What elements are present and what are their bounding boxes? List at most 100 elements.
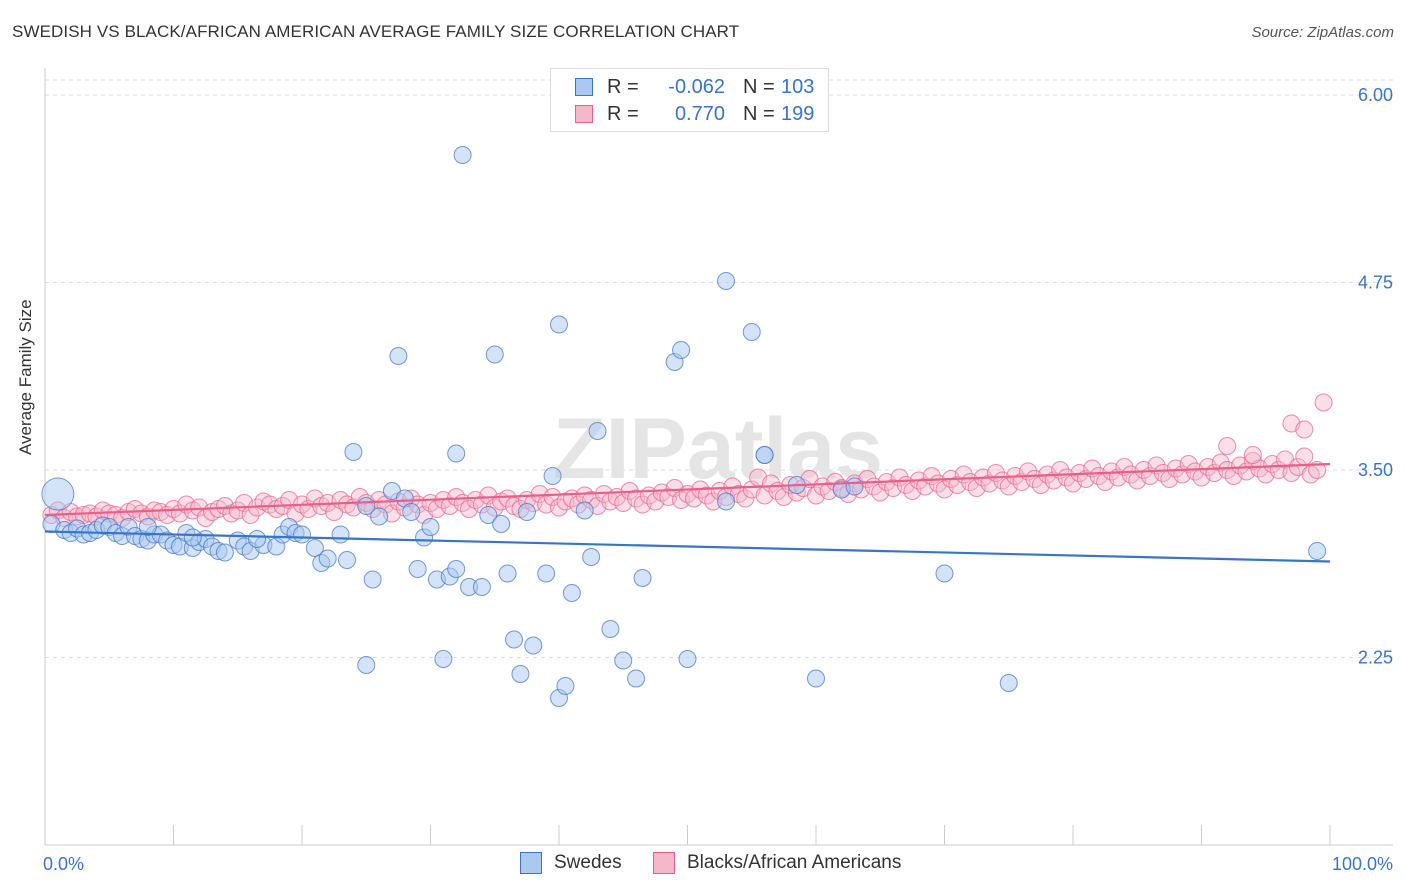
r-value: -0.062 (668, 75, 725, 98)
swedes-point (614, 651, 633, 670)
swedes-point (363, 570, 382, 589)
swedes-legend-swatch (520, 852, 542, 874)
black-point (1218, 437, 1237, 455)
swedes-trend-line (44, 530, 1331, 563)
swedes-point (511, 665, 530, 683)
swedes-point (1308, 542, 1327, 560)
black-point (1243, 446, 1262, 464)
swedes-legend-label: Swedes (554, 852, 622, 873)
series-swedes-points (41, 146, 1327, 707)
swedes-point (517, 503, 536, 521)
swedes-point (755, 446, 774, 464)
swedes-point (389, 347, 408, 365)
swedes-point (293, 525, 311, 544)
black-point (736, 489, 755, 508)
r-value: 0.770 (674, 102, 725, 125)
black-point (1211, 453, 1230, 472)
axes (44, 68, 1393, 846)
trend-lines (44, 462, 1331, 563)
swedes-point (601, 620, 620, 638)
swedes-point (485, 345, 504, 364)
source-label: Source: ZipAtlas.com (1251, 24, 1394, 41)
y-tick-label: 6.00 (1358, 85, 1393, 105)
black-trend-line (44, 462, 1331, 517)
swedes-point (248, 530, 267, 548)
black-point (498, 489, 517, 508)
x-tick-label: 100.0% (1332, 854, 1393, 874)
black-point (1301, 465, 1320, 484)
watermark: ZIPatlas (553, 401, 883, 497)
bottom-legend: Swedes Blacks/African Americans (0, 852, 1406, 876)
legend-item-swedes: Swedes (520, 852, 622, 874)
chart-title: SWEDISH VS BLACK/AFRICAN AMERICAN AVERAG… (12, 22, 740, 41)
stats-legend: R = -0.062 N = 103 R = 0.770 N = 199 (550, 68, 829, 132)
x-tick-label: 0.0% (43, 854, 84, 874)
swedes-point (999, 674, 1018, 692)
legend-item-black: Blacks/African Americans (653, 852, 901, 874)
y-tick-label: 4.75 (1358, 273, 1393, 293)
n-label: N = (743, 102, 775, 125)
swedes-point (537, 564, 556, 583)
black-point (1179, 455, 1198, 473)
black-point (1243, 452, 1262, 470)
swedes-point (717, 272, 736, 290)
swedes-point (344, 443, 363, 461)
black-legend-swatch (653, 852, 675, 874)
y-tick-label: 3.50 (1358, 460, 1393, 480)
swedes-point (357, 656, 376, 674)
tick-labels: 2.25 3.50 4.75 6.00 0.0% 100.0% (43, 85, 1393, 874)
swedes-point (562, 584, 581, 602)
black-point (762, 474, 781, 493)
swedes-point (524, 636, 543, 655)
swedes-point (421, 518, 440, 536)
swedes-point (215, 543, 234, 562)
black-legend-label: Blacks/African Americans (687, 852, 902, 873)
swedes-point (807, 669, 825, 688)
black-point (1295, 420, 1314, 439)
swedes-point (633, 569, 652, 587)
swedes-point (556, 677, 575, 695)
swedes-point (41, 477, 75, 511)
swedes-point (505, 630, 524, 649)
swedes-point (183, 528, 202, 547)
y-axis-label: Average Family Size (16, 299, 35, 455)
swedes-point (582, 548, 601, 566)
black-point (1314, 393, 1333, 412)
swedes-point (402, 503, 421, 521)
swedes-point (318, 549, 337, 568)
swedes-point (479, 506, 498, 524)
swedes-point (305, 539, 324, 557)
black-swatch (575, 105, 593, 123)
swedes-point (627, 669, 646, 688)
swedes-point (453, 146, 472, 164)
swedes-point (935, 564, 954, 583)
swedes-point (447, 560, 466, 578)
swedes-point (717, 492, 736, 511)
swedes-point (845, 477, 864, 496)
n-label: N = (743, 75, 775, 98)
swedes-point (472, 578, 491, 596)
swedes-point (543, 467, 562, 485)
y-tick-label: 2.25 (1358, 648, 1393, 668)
black-point (260, 495, 279, 514)
swedes-point (672, 341, 691, 359)
swedes-point (575, 501, 594, 520)
swedes-swatch (575, 78, 593, 96)
r-label: R = (607, 102, 639, 125)
swedes-point (498, 564, 517, 583)
swedes-point (492, 515, 511, 533)
swedes-point (331, 525, 350, 544)
swedes-point (337, 551, 356, 569)
swedes-point (434, 650, 453, 668)
black-point (1295, 447, 1314, 466)
n-value: 199 (781, 102, 815, 125)
n-value: 103 (781, 75, 815, 98)
legend-row-black: R = 0.770 N = 199 (575, 102, 814, 126)
swedes-point (138, 518, 157, 536)
swedes-point (742, 323, 761, 341)
series-black-points (42, 393, 1333, 527)
swedes-point (370, 507, 389, 526)
swedes-point (408, 560, 427, 578)
swedes-point (447, 444, 466, 463)
